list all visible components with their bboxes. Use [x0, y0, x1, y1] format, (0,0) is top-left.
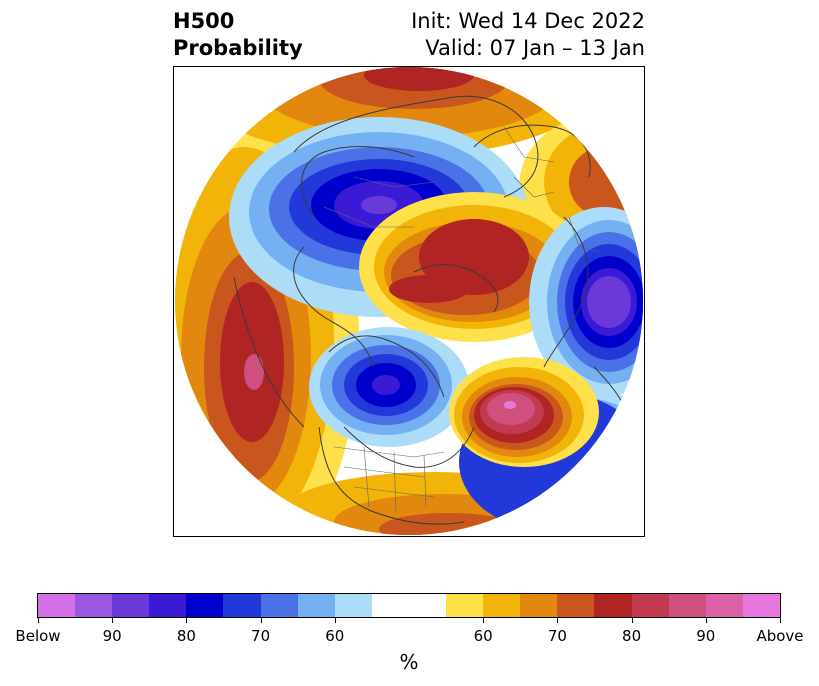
colorbar-tick-label: 60 [473, 627, 493, 645]
coastlines [233, 95, 635, 525]
colorbar-tick-mark [112, 618, 114, 623]
colorbar-tick-label: 80 [622, 627, 642, 645]
colorbar-segment [631, 594, 669, 617]
below-normal-canada [309, 327, 469, 447]
colorbar-segment [149, 594, 187, 617]
colorbar-tick-label: 60 [325, 627, 345, 645]
init-date: Init: Wed 14 Dec 2022 [411, 9, 645, 33]
title-variable: H500 [173, 9, 235, 33]
political-borders [323, 126, 600, 513]
colorbar-tick-mark [780, 618, 781, 623]
colorbar-tick-label: 80 [176, 627, 196, 645]
colorbar-segment [371, 594, 447, 617]
colorbar-tick-mark [334, 618, 336, 623]
colorbar-tick-mark [38, 618, 39, 623]
colorbar-segment [742, 594, 780, 617]
colorbar-tick-mark [186, 618, 188, 623]
colorbar-tick-label: Below [15, 627, 61, 645]
colorbar-tick-mark [260, 618, 262, 623]
colorbar-segment [483, 594, 521, 617]
colorbar-unit-label: % [399, 650, 419, 674]
valid-range: Valid: 07 Jan – 13 Jan [425, 36, 645, 60]
colorbar-segment [446, 594, 484, 617]
map-canvas [175, 67, 643, 535]
colorbar-segment [557, 594, 595, 617]
colorbar-tick-mark [557, 618, 559, 623]
colorbar-tick-mark [631, 618, 633, 623]
colorbar-tick-mark [483, 618, 485, 623]
probability-map [173, 66, 645, 537]
colorbar-segment [75, 594, 113, 617]
map-title-left: H500 Probability [173, 8, 303, 62]
colorbar-tick-label: 70 [251, 627, 271, 645]
colorbar-tick-label: 90 [696, 627, 716, 645]
colorbar-tick-label: 90 [102, 627, 122, 645]
anomaly-field [175, 67, 643, 535]
colorbar-segment [520, 594, 558, 617]
colorbar-segment [705, 594, 743, 617]
above-normal-north [194, 67, 594, 157]
colorbar [37, 593, 781, 618]
colorbar-segment [112, 594, 150, 617]
colorbar-segment [186, 594, 224, 617]
colorbar-tick-mark [705, 618, 707, 623]
colorbar-segment [594, 594, 632, 617]
colorbar-segment [334, 594, 372, 617]
colorbar-tick-label: 70 [547, 627, 567, 645]
colorbar-segment [297, 594, 335, 617]
colorbar-segment [223, 594, 261, 617]
colorbar-segment [38, 594, 76, 617]
map-title-right: Init: Wed 14 Dec 2022 Valid: 07 Jan – 13… [411, 8, 645, 62]
title-product: Probability [173, 36, 303, 60]
colorbar-segment [668, 594, 706, 617]
colorbar-tick-label: Above [756, 627, 804, 645]
colorbar-segment [260, 594, 298, 617]
